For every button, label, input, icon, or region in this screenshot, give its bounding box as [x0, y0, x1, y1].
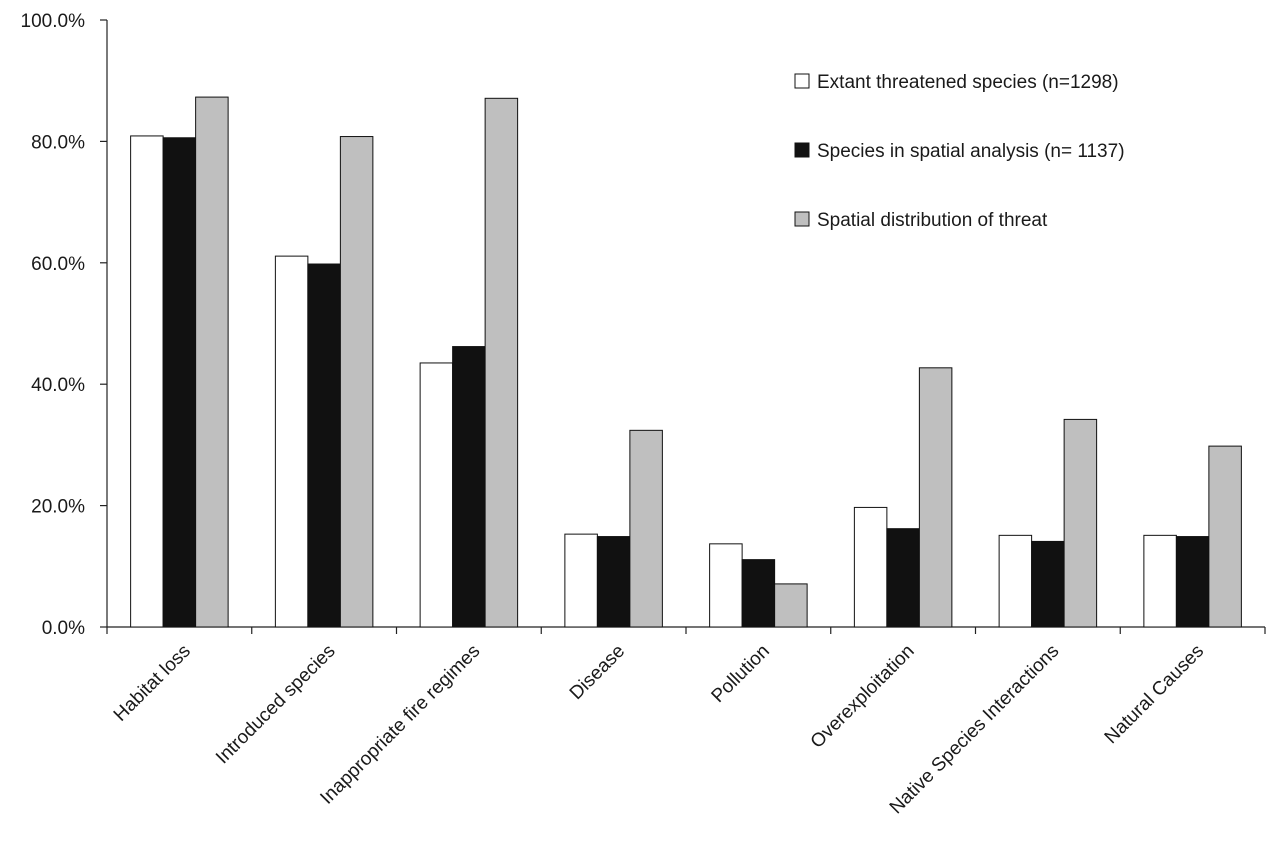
bar: [741, 559, 776, 628]
bar: [452, 346, 486, 628]
legend-swatch: [794, 73, 810, 89]
y-tick-label: 40.0%: [31, 375, 85, 396]
x-tick-label: Introduced species: [212, 641, 340, 769]
category-labels: Habitat loss Introduced speciesInappropri…: [110, 641, 1208, 819]
y-tick-label: 60.0%: [31, 254, 85, 275]
x-tick-label: Inappropriate fire regimes: [316, 641, 484, 809]
bar: [774, 583, 808, 628]
x-tick-label: Disease: [566, 641, 629, 704]
x-tick-label: Pollution: [708, 641, 774, 707]
y-tick-label: 100.0%: [21, 11, 86, 32]
x-tick-label: Natural Causes: [1101, 641, 1208, 748]
bar: [339, 136, 374, 628]
bar: [918, 367, 953, 628]
bar: [1143, 534, 1177, 628]
legend: Extant threatened species (n=1298) Specie…: [794, 72, 1125, 231]
bar: [130, 135, 164, 628]
legend-label: Extant threatened species (n=1298): [817, 72, 1119, 93]
bar: [195, 96, 229, 628]
bar: [886, 528, 920, 628]
bar: [853, 506, 888, 628]
bars: [130, 96, 1242, 628]
x-tick-label: Overexploitation: [807, 641, 919, 753]
bar: [162, 137, 197, 628]
bar: [419, 362, 454, 628]
x-tick-label: Habitat loss: [110, 641, 195, 726]
bar: [307, 263, 341, 628]
y-tick-label: 20.0%: [31, 497, 85, 518]
bar: [709, 543, 743, 628]
bar: [629, 429, 663, 628]
bar: [484, 97, 519, 628]
x-axis: [106, 626, 1266, 634]
bar: [1031, 540, 1065, 628]
y-tick-label: 0.0%: [42, 618, 85, 639]
legend-swatch: [794, 142, 810, 158]
legend-swatch: [794, 211, 810, 227]
legend-label: Spatial distribution of threat: [817, 210, 1048, 231]
y-tick-label: 80.0%: [31, 132, 85, 153]
bar: [1208, 445, 1242, 628]
bar: [1175, 536, 1210, 628]
bar: [274, 255, 309, 628]
bar: [998, 534, 1033, 628]
bar: [564, 533, 598, 628]
bar: [596, 536, 631, 628]
bar: [1063, 418, 1098, 628]
x-tick-label: Native Species Interactions: [886, 641, 1064, 819]
y-axis: 0.0% 20.0% 40.0% 60.0% 80.0% 100.0%: [21, 11, 108, 639]
legend-label: Species in spatial analysis (n= 1137): [817, 141, 1125, 162]
